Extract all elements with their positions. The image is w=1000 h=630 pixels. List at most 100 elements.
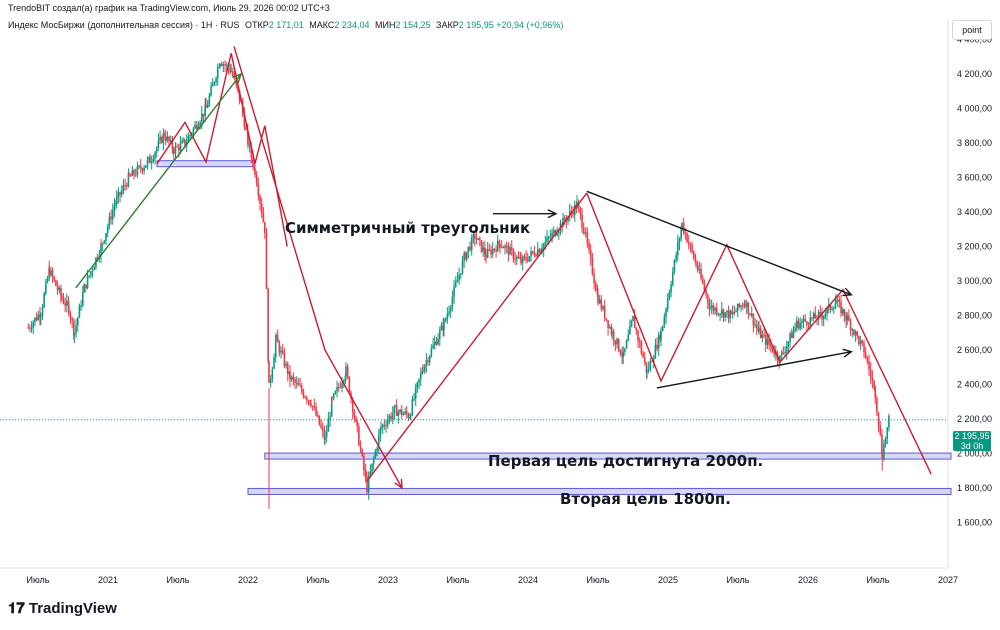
- candle-body: [629, 326, 631, 335]
- candle-body: [88, 275, 91, 277]
- candle-body: [608, 327, 611, 329]
- candle-body: [840, 301, 842, 314]
- candle-body: [467, 246, 470, 252]
- candle-body: [533, 252, 536, 256]
- candle-body: [558, 231, 560, 234]
- candle-body: [877, 412, 880, 426]
- candle-body: [337, 386, 340, 388]
- candle-body: [407, 414, 410, 419]
- candle-body: [391, 413, 394, 419]
- candle-body: [276, 335, 279, 343]
- candle-body: [520, 258, 522, 264]
- trend-line[interactable]: [233, 46, 403, 489]
- candle-body: [315, 407, 317, 416]
- candle-body: [610, 327, 613, 334]
- candle-body: [572, 212, 574, 215]
- candle-body: [582, 227, 585, 234]
- candle-body: [709, 307, 711, 310]
- candle-body: [371, 463, 373, 472]
- candle-body: [247, 136, 249, 146]
- candle-body: [181, 140, 183, 144]
- trend-line[interactable]: [586, 190, 852, 296]
- candle-body: [666, 298, 669, 310]
- trend-line[interactable]: [366, 192, 588, 482]
- candle-body: [673, 260, 676, 272]
- candle-body: [668, 292, 671, 299]
- support-zone: [264, 452, 952, 460]
- candle-body: [680, 228, 682, 239]
- candle-body: [563, 217, 566, 221]
- candle-body: [858, 336, 860, 344]
- candle-body: [157, 140, 160, 148]
- candle-body: [730, 310, 732, 315]
- candle-body: [665, 309, 667, 317]
- candle-body: [330, 398, 333, 417]
- candle-body: [519, 258, 521, 260]
- candle-body: [453, 286, 455, 297]
- candle-body: [213, 82, 216, 84]
- candle-body: [577, 202, 580, 208]
- candle-body: [233, 76, 236, 79]
- trend-line[interactable]: [75, 73, 242, 289]
- trend-line[interactable]: [656, 351, 852, 389]
- candle-body: [439, 330, 441, 339]
- candle-body: [863, 345, 865, 353]
- candle-body: [484, 247, 486, 255]
- candle-body: [715, 307, 718, 314]
- candle-body: [260, 203, 263, 214]
- y-tick-label: 3 400,00: [957, 207, 992, 217]
- candle-body: [678, 238, 681, 243]
- candle-body: [127, 173, 130, 187]
- candle-body: [356, 421, 358, 427]
- candle-body: [591, 257, 594, 274]
- candle-body: [717, 313, 720, 315]
- symbol-title[interactable]: Индекс МосБиржи (дополнительная сессия) …: [8, 20, 240, 30]
- candle-body: [64, 303, 66, 306]
- y-tick-label: 2 000,00: [957, 449, 992, 459]
- unit-selector[interactable]: point: [952, 20, 992, 40]
- candle-body: [440, 325, 443, 331]
- trend-line[interactable]: [586, 192, 932, 475]
- x-tick-label: 2021: [98, 575, 118, 585]
- candle-body: [381, 424, 384, 428]
- candle-body: [461, 260, 464, 274]
- candle-body: [90, 271, 92, 276]
- candle-body: [421, 370, 424, 374]
- candle-body: [819, 312, 822, 314]
- candle-body: [834, 303, 837, 309]
- candle-body: [811, 317, 813, 319]
- candle-body: [451, 296, 454, 308]
- candle-body: [722, 309, 725, 318]
- candle-body: [817, 312, 820, 320]
- candle-body: [402, 413, 405, 416]
- x-tick-label: Июль: [447, 575, 470, 585]
- candle-body: [80, 305, 82, 307]
- candle-body: [498, 240, 501, 244]
- candle-body: [53, 276, 56, 281]
- candle-body: [341, 383, 343, 388]
- candle-body: [469, 246, 471, 251]
- candle-body: [670, 284, 672, 293]
- candle-body: [386, 420, 389, 426]
- candle-body: [581, 214, 583, 228]
- candle-body: [505, 245, 508, 247]
- candle-body: [146, 159, 149, 166]
- trend-line[interactable]: [156, 53, 288, 247]
- candle-body: [159, 137, 161, 141]
- y-tick-label: 3 200,00: [957, 242, 992, 252]
- candle-body: [332, 393, 335, 399]
- candle-body: [832, 308, 835, 310]
- candle-body: [703, 283, 706, 291]
- candle-body: [814, 313, 817, 319]
- tradingview-logo[interactable]: 𝟏𝟕 TradingView: [8, 600, 117, 617]
- candle-body: [374, 451, 377, 459]
- candle-body: [475, 238, 478, 240]
- candle-body: [383, 424, 386, 426]
- candle-body: [166, 136, 169, 141]
- candle-body: [230, 70, 232, 73]
- candle-body: [73, 333, 76, 336]
- candle-body: [551, 232, 553, 238]
- tradingview-logo-text: TradingView: [28, 600, 117, 617]
- candle-body: [238, 90, 241, 101]
